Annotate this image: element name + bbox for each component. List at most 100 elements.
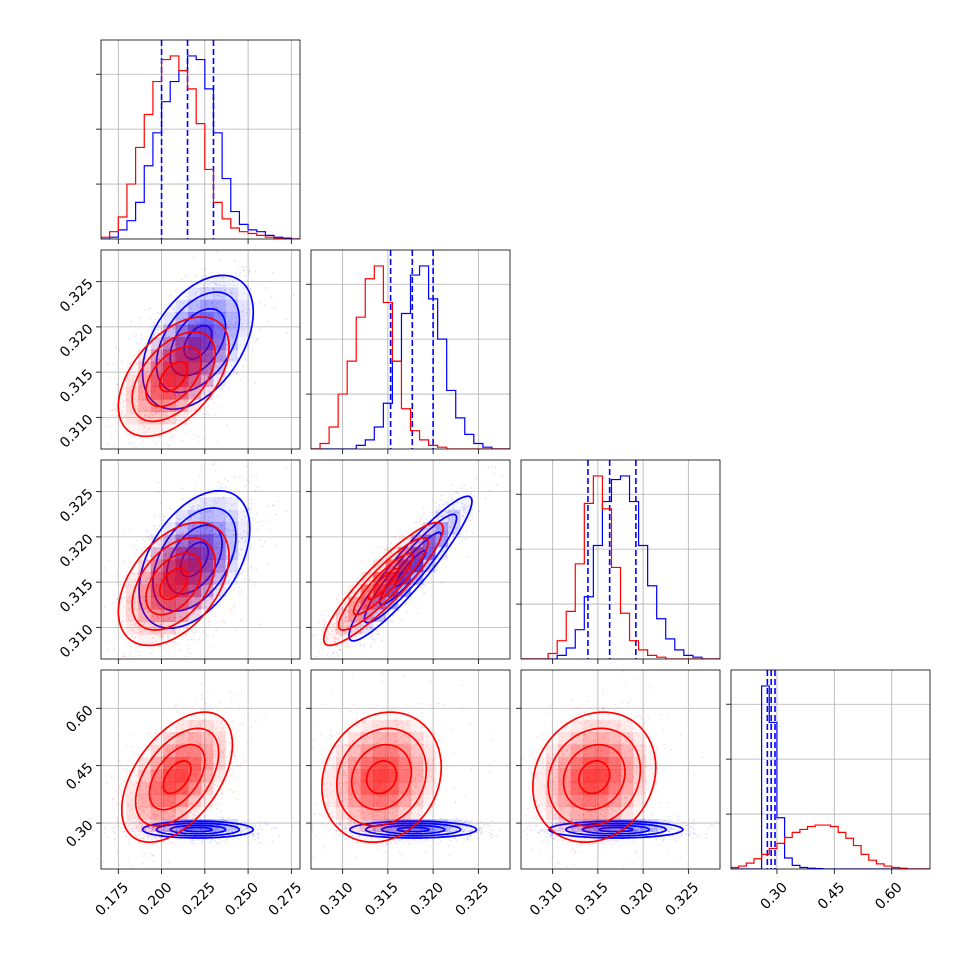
scatter-point: [126, 377, 129, 380]
scatter-point: [195, 530, 198, 533]
scatter-point: [345, 615, 348, 618]
scatter-point: [356, 618, 359, 621]
scatter-point: [144, 540, 147, 543]
scatter-point: [330, 622, 332, 624]
scatter-point: [367, 618, 370, 620]
scatter-point: [231, 828, 234, 831]
scatter-point: [408, 537, 411, 539]
scatter-point: [338, 594, 340, 596]
scatter-point: [111, 409, 114, 411]
scatter-point: [439, 508, 442, 511]
scatter-point: [217, 552, 220, 555]
scatter-point: [139, 360, 142, 362]
scatter-point: [178, 603, 180, 606]
scatter-point: [197, 321, 200, 324]
scatter-point: [173, 351, 176, 354]
scatter-point: [135, 549, 138, 551]
scatter-point: [199, 293, 202, 296]
scatter-point: [172, 550, 175, 553]
scatter-point: [198, 512, 201, 515]
scatter-point: [240, 829, 243, 832]
scatter-point: [445, 522, 448, 524]
scatter-point: [223, 554, 226, 556]
scatter-point: [151, 826, 154, 829]
scatter-point: [415, 570, 418, 572]
scatter-point: [252, 346, 255, 349]
scatter-point: [184, 555, 187, 558]
scatter-point: [112, 649, 115, 652]
scatter-point: [169, 842, 172, 844]
scatter-point: [356, 593, 359, 595]
scatter-point: [244, 275, 247, 278]
scatter-point: [375, 630, 378, 633]
scatter-point: [186, 347, 188, 350]
scatter-point: [414, 561, 416, 564]
scatter-point: [244, 515, 247, 518]
scatter-point: [257, 838, 260, 840]
scatter-point: [425, 527, 428, 530]
scatter-point: [215, 828, 218, 831]
scatter-point: [213, 368, 216, 371]
scatter-point: [202, 585, 205, 588]
scatter-point: [112, 402, 115, 405]
scatter-point: [383, 620, 385, 622]
scatter-point: [419, 533, 421, 536]
scatter-point: [205, 511, 208, 513]
scatter-point: [258, 539, 261, 542]
scatter-point: [149, 307, 151, 310]
scatter-point: [114, 575, 117, 577]
scatter-point: [203, 600, 206, 603]
scatter-point: [174, 344, 177, 346]
scatter-point: [187, 602, 190, 605]
scatter-point: [215, 535, 218, 538]
scatter-point: [188, 589, 191, 592]
scatter-point: [158, 554, 161, 557]
scatter-point: [384, 597, 387, 599]
scatter-point: [444, 504, 447, 506]
scatter-point: [271, 272, 274, 274]
density-cell: [150, 596, 164, 610]
scatter-point: [441, 550, 444, 553]
scatter-point: [216, 543, 218, 546]
scatter-point: [156, 399, 158, 401]
scatter-point: [437, 519, 440, 521]
scatter-point: [252, 336, 255, 339]
scatter-point: [219, 357, 222, 360]
scatter-point: [223, 561, 225, 563]
scatter-point: [239, 831, 242, 834]
marginal-panel-1: [306, 249, 511, 454]
scatter-point: [205, 307, 208, 309]
scatter-point: [163, 441, 166, 444]
scatter-point: [207, 516, 210, 519]
scatter-point: [423, 569, 425, 572]
scatter-point: [119, 602, 122, 605]
scatter-point: [113, 838, 116, 841]
scatter-point: [223, 567, 226, 570]
scatter-point: [143, 425, 145, 428]
scatter-point: [341, 634, 343, 637]
scatter-point: [123, 586, 126, 589]
scatter-point: [137, 408, 140, 411]
scatter-point: [239, 266, 241, 268]
scatter-point: [165, 552, 167, 555]
scatter-point: [133, 636, 136, 639]
scatter-point: [212, 385, 215, 388]
density-cell: [237, 522, 251, 535]
scatter-point: [237, 832, 240, 835]
scatter-point: [233, 284, 236, 287]
scatter-point: [158, 524, 161, 527]
density-cell: [225, 287, 239, 300]
density-cell: [188, 312, 201, 325]
scatter-point: [209, 510, 212, 513]
scatter-point: [213, 295, 216, 298]
scatter-point: [245, 828, 248, 830]
scatter-point: [226, 350, 229, 353]
scatter-point: [216, 491, 218, 494]
scatter-point: [196, 534, 199, 537]
scatter-point: [355, 597, 358, 600]
scatter-point: [150, 652, 153, 654]
scatter-point: [396, 603, 399, 606]
scatter-point: [210, 352, 212, 355]
scatter-point: [478, 510, 480, 513]
scatter-point: [187, 519, 190, 522]
